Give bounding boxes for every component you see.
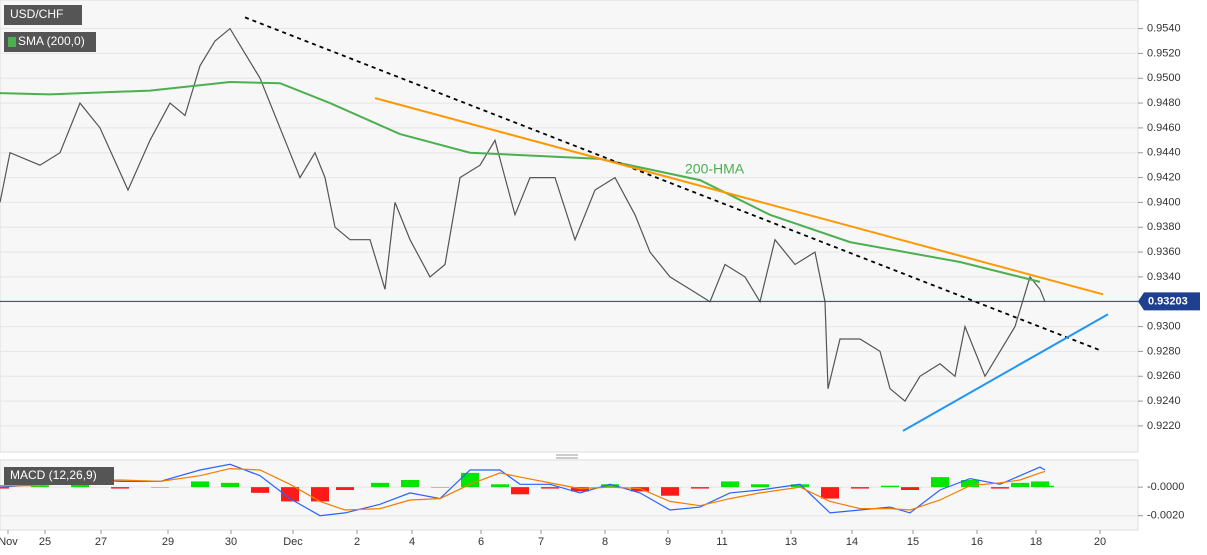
y-tick-label: 0.9480 xyxy=(1147,97,1181,109)
y-tick-label: 0.9360 xyxy=(1147,246,1181,258)
x-tick-label: 2 xyxy=(354,536,360,548)
macd-line xyxy=(0,467,1046,511)
price-line xyxy=(0,27,1046,403)
x-tick-label: Dec xyxy=(283,536,303,548)
histogram-bar xyxy=(541,487,559,489)
histogram-bar xyxy=(1011,482,1029,488)
y-tick-label: 0.9240 xyxy=(1147,395,1181,407)
histogram-bar xyxy=(0,487,9,489)
x-tick-label: 11 xyxy=(716,536,727,548)
y-tick-label: 0.9440 xyxy=(1147,147,1181,159)
y-tick-label: -0.0020 xyxy=(1147,510,1184,522)
histogram-bar xyxy=(901,487,919,490)
histogram-bar xyxy=(791,484,809,488)
y-tick-label: 0.9340 xyxy=(1147,271,1181,283)
histogram-bar xyxy=(71,484,89,488)
trendline xyxy=(244,16,1101,352)
histogram-bar xyxy=(691,487,709,489)
histogram-bar xyxy=(251,487,269,493)
x-tick-label: 9 xyxy=(665,536,671,548)
x-tick-label: 6 xyxy=(478,536,484,548)
histogram-bar xyxy=(511,487,529,495)
y-tick-label: 0.9520 xyxy=(1147,47,1181,59)
histogram-bar xyxy=(571,487,589,492)
x-tick-label: 25 xyxy=(39,536,51,548)
x-tick-label: 14 xyxy=(846,536,858,548)
y-tick-label: -0.0000 xyxy=(1147,481,1184,493)
x-tick-label: 18 xyxy=(1030,536,1042,548)
macd-badge xyxy=(4,467,114,485)
legend-badge xyxy=(4,32,96,52)
histogram-bar xyxy=(991,487,1009,489)
x-tick-label: 29 xyxy=(162,536,174,548)
trendline xyxy=(902,313,1109,432)
histogram-bar xyxy=(881,485,899,488)
histogram-bar xyxy=(151,487,169,488)
macd-panel xyxy=(0,459,1139,531)
histogram-bar xyxy=(751,484,769,488)
x-tick-label: 4 xyxy=(409,536,415,548)
histogram-bar xyxy=(31,485,49,488)
histogram-bar xyxy=(601,484,619,488)
x-tick-label: 13 xyxy=(785,536,797,548)
y-tick-label: 0.9500 xyxy=(1147,72,1181,84)
histogram-bar xyxy=(191,481,209,488)
y-tick-label: 0.9540 xyxy=(1147,22,1181,34)
y-tick-label: 0.9400 xyxy=(1147,196,1181,208)
histogram-bar xyxy=(461,472,479,488)
trendline xyxy=(374,97,1104,296)
x-tick-label: 8 xyxy=(602,536,608,548)
y-tick-label: 0.9460 xyxy=(1147,122,1181,134)
legend-label: SMA (200,0) xyxy=(18,34,85,48)
histogram-bar xyxy=(311,487,329,502)
sma-line xyxy=(0,80,1041,283)
histogram-bar xyxy=(821,487,839,499)
macd-title: MACD (12,26,9) xyxy=(10,468,97,482)
last-price-label: 0.93203 xyxy=(1148,295,1188,307)
chart-title: USD/CHF xyxy=(10,7,63,21)
y-tick-label: 0.9260 xyxy=(1147,370,1181,382)
histogram-bar xyxy=(661,487,679,496)
histogram-bar xyxy=(1031,481,1049,488)
last-price-badge xyxy=(1138,292,1200,311)
y-tick-label: 0.9380 xyxy=(1147,221,1181,233)
x-tick-label: 20 xyxy=(1094,536,1106,548)
histogram-bar xyxy=(1036,485,1054,488)
y-tick-label: 0.9420 xyxy=(1147,171,1181,183)
y-tick-label: 0.9300 xyxy=(1147,320,1181,332)
y-tick-label: 0.9280 xyxy=(1147,345,1181,357)
x-tick-label: 15 xyxy=(907,536,919,548)
title-badge xyxy=(4,5,82,25)
histogram-bar xyxy=(401,480,419,488)
histogram-bar xyxy=(931,477,949,488)
histogram-bar xyxy=(491,484,509,488)
histogram-bar xyxy=(851,487,869,489)
histogram-bar xyxy=(281,487,299,502)
histogram-bar xyxy=(111,487,129,489)
macd-line xyxy=(0,463,1046,517)
histogram-bar xyxy=(631,487,649,492)
histogram-bar xyxy=(336,487,354,490)
histogram-bar xyxy=(221,482,239,488)
histogram-bar xyxy=(371,482,389,488)
legend-swatch xyxy=(8,37,16,47)
annotation: 200-HMA xyxy=(685,161,745,177)
x-tick-label: 30 xyxy=(225,536,237,548)
x-tick-label: Nov xyxy=(0,536,18,548)
price-panel xyxy=(0,0,1139,453)
histogram-bar xyxy=(431,487,449,488)
histogram-bar xyxy=(961,480,979,488)
x-tick-label: 27 xyxy=(95,536,107,548)
y-tick-label: 0.9220 xyxy=(1147,420,1181,432)
x-tick-label: 7 xyxy=(538,536,544,548)
layer xyxy=(0,16,1138,517)
x-tick-label: 16 xyxy=(971,536,983,548)
histogram-bar xyxy=(721,481,739,488)
